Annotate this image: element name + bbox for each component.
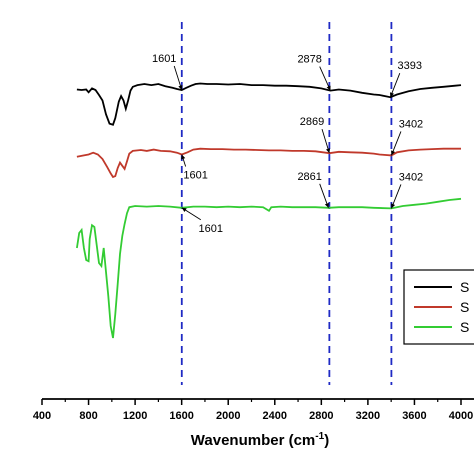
annotation-arrowhead-5 bbox=[391, 150, 396, 156]
x-tick-label-2000: 2000 bbox=[216, 410, 240, 422]
x-axis-title-main: Wavenumber (cm bbox=[191, 432, 315, 449]
annotation-label-8: 3402 bbox=[399, 171, 423, 183]
x-tick-label-800: 800 bbox=[79, 410, 97, 422]
annotation-arrowhead-2 bbox=[326, 85, 331, 91]
series-layer bbox=[76, 82, 462, 339]
annotation-label-9: 1601 bbox=[199, 223, 223, 235]
annotation-label-1: 1601 bbox=[152, 53, 176, 65]
legend-label-2: S bbox=[460, 299, 469, 315]
annotation-label-5: 3402 bbox=[399, 118, 423, 130]
x-tick-label-3600: 3600 bbox=[402, 410, 426, 422]
annotation-arrowhead-7 bbox=[324, 202, 329, 208]
annotation-arrowhead-6 bbox=[181, 154, 186, 160]
x-axis-title-close: ) bbox=[324, 432, 329, 449]
legend-label-3: S bbox=[460, 319, 469, 335]
annotation-label-6: 1601 bbox=[183, 170, 207, 182]
x-tick-label-2400: 2400 bbox=[263, 410, 287, 422]
annotation-label-4: 2869 bbox=[300, 116, 324, 128]
x-tick-label-4000: 4000 bbox=[449, 410, 473, 422]
annotation-arrowhead-1 bbox=[178, 85, 183, 90]
annotations-layer: 1601 2878 3393 2869 3402 1601 2861 3402 1601 bbox=[152, 53, 423, 235]
legend-label-1: S bbox=[460, 279, 469, 295]
annotation-label-3: 3393 bbox=[398, 60, 422, 72]
x-axis: 400 800 1200 1600 2000 2400 2800 3200 3600 4000 bbox=[33, 398, 474, 422]
annotation-arrowhead-8 bbox=[391, 203, 396, 209]
legend: SSS bbox=[403, 269, 474, 345]
x-axis-title: Wavenumber (cm-1) bbox=[191, 431, 329, 449]
reference-lines bbox=[180, 22, 393, 385]
annotation-label-2: 2878 bbox=[297, 54, 321, 66]
x-tick-label-2800: 2800 bbox=[309, 410, 333, 422]
series-line-1 bbox=[76, 82, 462, 126]
series-line-2 bbox=[76, 147, 461, 179]
annotation-label-7: 2861 bbox=[297, 171, 321, 183]
annotation-arrowhead-4 bbox=[325, 148, 331, 154]
annotation-arrowhead-3 bbox=[389, 92, 395, 98]
series-line-3 bbox=[76, 197, 462, 339]
x-tick-label-1600: 1600 bbox=[169, 410, 193, 422]
x-tick-label-3200: 3200 bbox=[356, 410, 380, 422]
x-tick-label-400: 400 bbox=[33, 410, 51, 422]
x-axis-title-sup: -1 bbox=[315, 431, 324, 442]
annotation-arrowhead-9 bbox=[181, 207, 187, 213]
x-tick-label-1200: 1200 bbox=[123, 410, 147, 422]
